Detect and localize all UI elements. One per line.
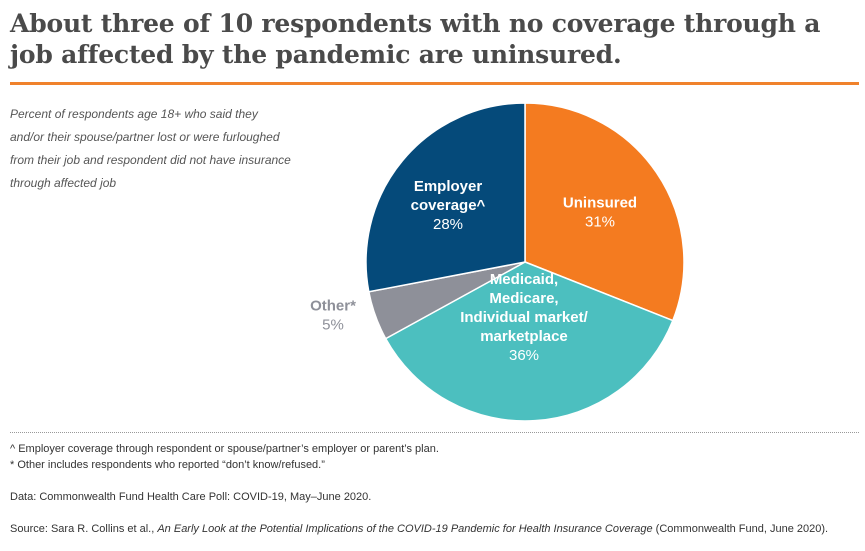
pie-slices [365,102,685,422]
title-rule [10,82,859,85]
pie-value-label: 36% [509,347,539,364]
chart-title: About three of 10 respondents with no co… [10,9,821,69]
pie-label-1: Uninsured 31% [563,195,637,231]
notes: ^ Employer coverage through respondent o… [10,441,860,537]
pie-value-label: 5% [322,317,344,334]
pie-label-line: Employer [414,178,483,195]
pie-chart: Uninsured 31% Medicaid, Medicare, Individual… [310,102,685,422]
pie-label-line: Individual market/ [460,309,588,326]
pie-label-4: Employer coverage^ 28% [411,178,486,233]
source-suffix: (Commonwealth Fund, June 2020). [652,523,829,535]
pie-value-label: 31% [585,214,615,231]
source-prefix: Source: Sara R. Collins et al., [10,523,158,535]
pie-value-label: 28% [433,216,463,233]
source-citation: Source: Sara R. Collins et al., An Early… [10,521,860,537]
pie-label-line: coverage^ [411,197,486,214]
notes-divider [10,432,859,433]
chart-subtitle: Percent of respondents age 18+ who said … [10,107,291,190]
pie-slice-1 [524,102,685,322]
pie-label-line: Other* [310,298,356,315]
data-source: Data: Commonwealth Fund Health Care Poll… [10,491,372,503]
pie-slice-4 [365,102,526,293]
pie-label-2: Medicaid, Medicare, Individual market/mark… [460,271,588,364]
pie-label-3: Other* 5% [310,298,356,334]
pie-labels: Uninsured 31% Medicaid, Medicare, Individual… [310,178,637,364]
footnote-other: * Other includes respondents who reporte… [10,459,325,471]
footnote-employer: ^ Employer coverage through respondent o… [10,443,439,455]
pie-label-line: marketplace [480,328,568,345]
pie-slice-2 [384,261,674,422]
pie-label-line: Medicaid, [490,271,558,288]
pie-label-line: Medicare, [489,290,558,307]
source-title: An Early Look at the Potential Implicati… [157,523,653,535]
pie-label-line: Uninsured [563,195,637,212]
